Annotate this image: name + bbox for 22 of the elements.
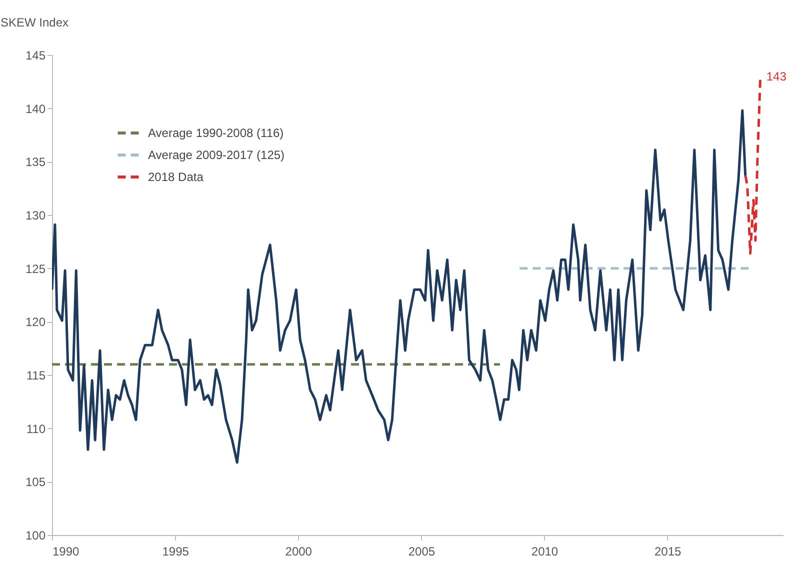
y-tick-label: 130 <box>25 208 46 222</box>
annotation: 143 <box>766 69 787 84</box>
y-axis-title: SKEW Index <box>0 16 69 30</box>
y-tick-label: 100 <box>25 528 46 542</box>
y-tick-label: 115 <box>26 368 46 382</box>
y-tick-label: 105 <box>25 475 46 490</box>
y-tick-label: 120 <box>25 315 46 330</box>
legend-label: Average 2009-2017 (125) <box>148 148 285 162</box>
y-tick-label: 140 <box>25 102 46 116</box>
y-tick-label: 145 <box>25 48 46 62</box>
legend-label: 2018 Data <box>148 170 204 184</box>
legend-label: Average 1990-2008 (116) <box>148 126 284 140</box>
y-tick-label: 125 <box>25 262 46 276</box>
x-tick-label: 2000 <box>285 544 312 558</box>
y-tick-label: 135 <box>25 155 46 170</box>
y-tick-label: 110 <box>26 422 46 436</box>
x-tick-label: 2005 <box>408 544 436 558</box>
x-tick-label: 2015 <box>654 544 682 558</box>
x-tick-label: 1995 <box>162 544 190 558</box>
line-series <box>52 109 747 464</box>
x-tick-label: 2010 <box>531 544 558 558</box>
x-tick-label: 1990 <box>52 544 80 558</box>
